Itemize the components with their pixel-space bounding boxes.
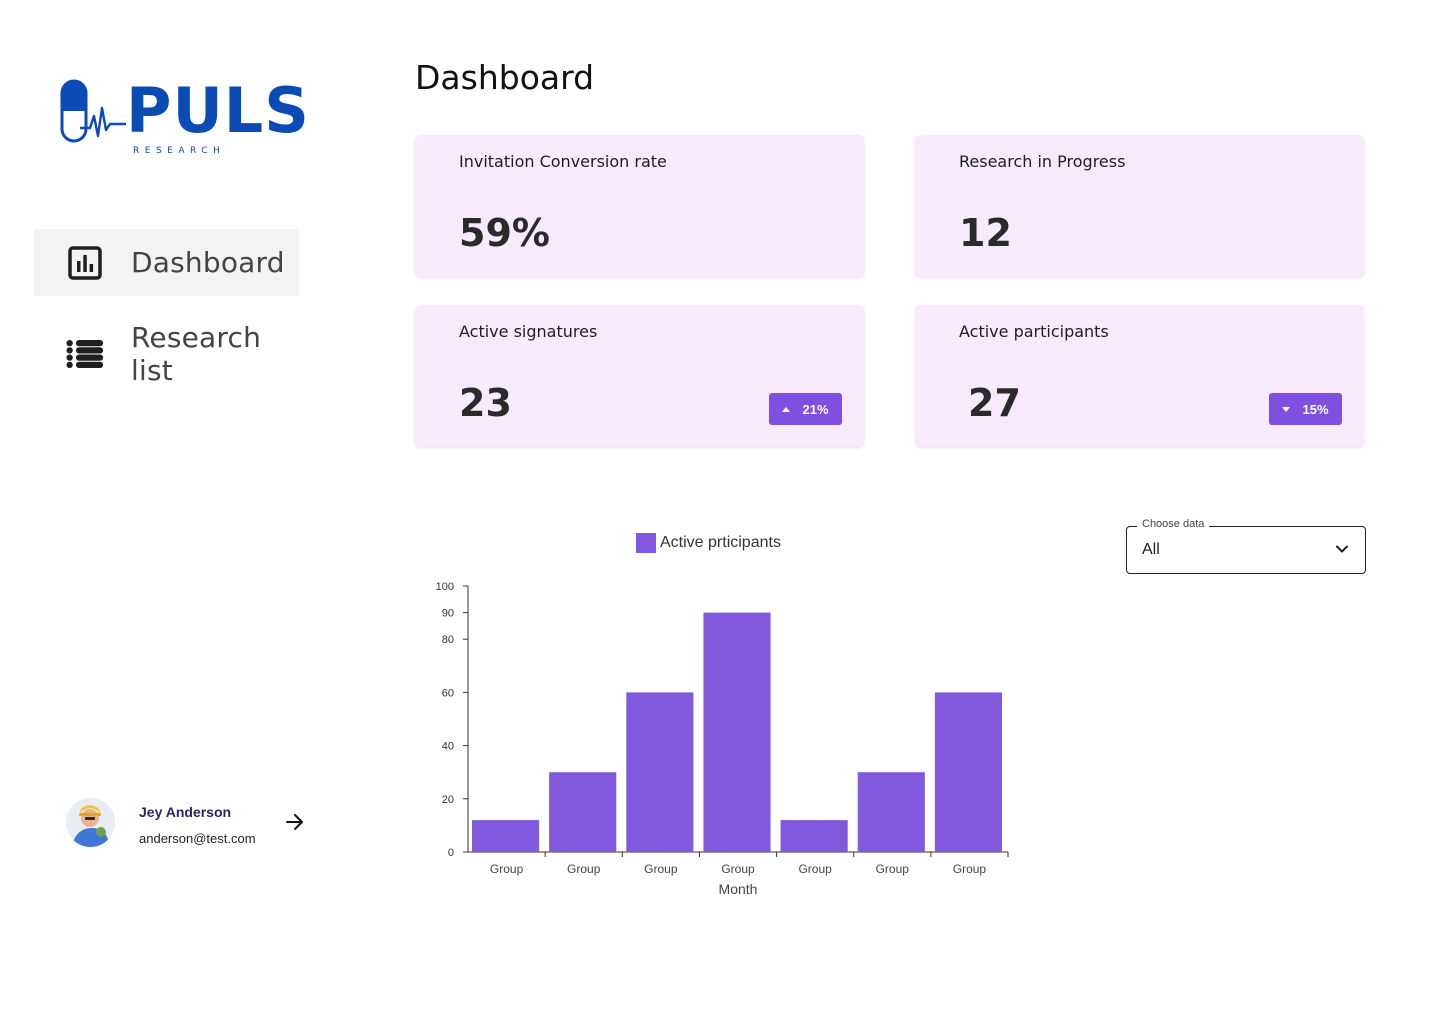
card-label: Invitation Conversion rate: [459, 152, 667, 171]
trend-badge: 21%: [769, 393, 842, 425]
chart-bar: [703, 612, 771, 852]
x-tick-label: Group: [721, 862, 755, 876]
x-tick-label: Group: [644, 862, 678, 876]
y-tick-label: 0: [448, 847, 454, 859]
caret-up-icon: [782, 406, 791, 412]
stat-card-conversion: Invitation Conversion rate 59%: [415, 135, 864, 277]
sidebar-item-research-list[interactable]: Research list: [34, 320, 299, 387]
chart-legend: Active prticipants: [636, 533, 781, 553]
x-tick-label: Group: [567, 862, 601, 876]
card-label: Research in Progress: [959, 152, 1126, 171]
choose-data-select[interactable]: Choose data All: [1126, 518, 1366, 574]
x-tick-label: Group: [876, 862, 910, 876]
card-label: Active signatures: [459, 322, 598, 341]
y-tick-label: 90: [442, 608, 454, 620]
page-title: Dashboard: [415, 58, 595, 97]
y-tick-label: 60: [442, 687, 454, 699]
avatar[interactable]: [66, 798, 115, 847]
y-tick-label: 20: [442, 794, 454, 806]
sidebar-item-label: Dashboard: [131, 246, 285, 279]
trend-badge: 15%: [1269, 393, 1342, 425]
chart-bar: [549, 772, 617, 852]
caret-down-icon: [1282, 406, 1291, 412]
stat-card-research-progress: Research in Progress 12: [915, 135, 1364, 277]
card-value: 59%: [459, 211, 550, 255]
x-tick-label: Group: [490, 862, 524, 876]
brand-name: PULS: [126, 74, 310, 147]
y-tick-label: 80: [442, 634, 454, 646]
chevron-down-icon: [1336, 545, 1348, 553]
brand-logo: PULS RESEARCH: [60, 74, 320, 160]
chart-bar: [934, 692, 1002, 852]
bar-chart-icon: [66, 244, 104, 282]
card-value: 27: [968, 381, 1021, 425]
select-label: Choose data: [1137, 518, 1210, 530]
chart-bar: [472, 820, 540, 852]
brand-subtitle: RESEARCH: [133, 146, 226, 156]
badge-value: 21%: [802, 401, 829, 417]
x-tick-label: Group: [798, 862, 832, 876]
arrow-right-icon[interactable]: [284, 812, 306, 832]
user-name: Jey Anderson: [139, 804, 232, 820]
user-email: anderson@test.com: [139, 831, 256, 846]
pill-heartbeat-icon: [60, 79, 126, 143]
x-axis-label: Month: [719, 881, 758, 897]
chart-bar: [857, 772, 925, 852]
user-profile: Jey Anderson anderson@test.com: [66, 798, 316, 848]
sidebar-item-dashboard[interactable]: Dashboard: [34, 229, 299, 296]
list-icon: [66, 335, 104, 373]
card-value: 12: [959, 211, 1012, 255]
y-tick-label: 40: [442, 741, 454, 753]
y-tick-label: 100: [436, 581, 454, 593]
stat-card-active-signatures: Active signatures 23 21%: [415, 305, 864, 447]
badge-value: 15%: [1302, 401, 1329, 417]
select-value: All: [1142, 541, 1160, 558]
card-value: 23: [459, 381, 512, 425]
legend-label: Active prticipants: [660, 534, 781, 551]
legend-swatch: [636, 533, 656, 553]
chart-bar: [780, 820, 848, 852]
stat-card-active-participants: Active participants 27 15%: [915, 305, 1364, 447]
chart-bar: [626, 692, 694, 852]
card-label: Active participants: [959, 322, 1109, 341]
chart-plot: 0 20 40 60 80 90 100 Group Group Group Group Group G…: [436, 581, 1009, 897]
sidebar-item-label: Research list: [131, 320, 262, 387]
x-tick-label: Group: [953, 862, 987, 876]
bar-chart: Active prticipants 0 20 40 60 80 90 100 Group Gr…: [420, 525, 1020, 905]
